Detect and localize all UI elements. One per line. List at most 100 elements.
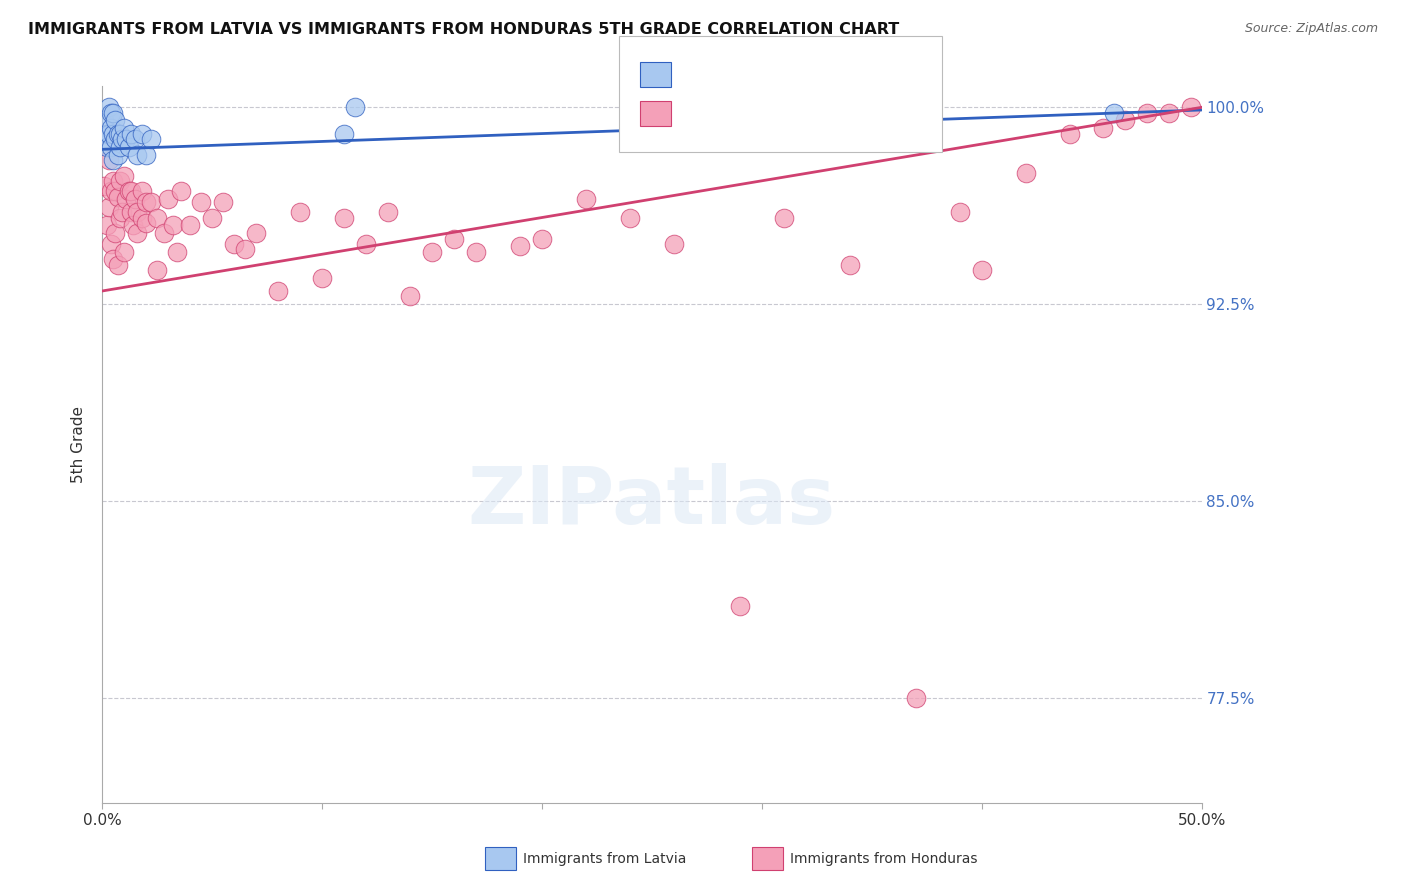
Point <box>127 227 149 241</box>
Point <box>108 174 131 188</box>
Point <box>224 236 246 251</box>
Point <box>728 599 751 613</box>
Point <box>96 139 118 153</box>
Text: Immigrants from Honduras: Immigrants from Honduras <box>790 852 977 866</box>
Point <box>108 211 131 225</box>
Text: N =: N = <box>772 104 811 122</box>
Point <box>112 169 135 183</box>
Point <box>170 184 193 198</box>
Point <box>104 184 127 198</box>
Point <box>344 100 367 114</box>
Point <box>108 139 131 153</box>
Point <box>97 153 120 167</box>
Point <box>157 192 180 206</box>
Point <box>107 147 129 161</box>
Point <box>100 121 122 136</box>
Point <box>93 179 115 194</box>
Point <box>112 121 135 136</box>
Text: 30: 30 <box>803 65 828 83</box>
Point <box>103 127 125 141</box>
Text: N =: N = <box>772 65 811 83</box>
Point <box>104 227 127 241</box>
Point <box>1015 166 1038 180</box>
Point <box>127 205 149 219</box>
Point <box>1091 121 1114 136</box>
Text: 0.434: 0.434 <box>710 65 766 83</box>
Point <box>970 263 993 277</box>
Point <box>103 252 125 267</box>
Point <box>135 194 157 209</box>
Point <box>103 174 125 188</box>
Point <box>245 227 267 241</box>
Point <box>93 113 115 128</box>
Point <box>267 284 290 298</box>
Point <box>97 100 120 114</box>
Point <box>100 184 122 198</box>
Point <box>104 132 127 146</box>
Text: 0.361: 0.361 <box>710 104 766 122</box>
Point <box>333 127 356 141</box>
Point <box>311 271 333 285</box>
Text: R =: R = <box>679 65 718 83</box>
Point <box>111 205 134 219</box>
Point <box>120 184 142 198</box>
Point <box>333 211 356 225</box>
Text: R =: R = <box>679 104 724 122</box>
Point <box>117 139 139 153</box>
Point <box>619 211 641 225</box>
Point <box>131 211 153 225</box>
Point <box>107 258 129 272</box>
Point <box>97 127 120 141</box>
Point <box>162 219 184 233</box>
Point <box>107 127 129 141</box>
Point <box>112 244 135 259</box>
Point <box>117 184 139 198</box>
Point <box>139 194 162 209</box>
Point <box>103 105 125 120</box>
Point <box>233 242 256 256</box>
Point <box>115 132 138 146</box>
Point <box>530 231 553 245</box>
Point <box>201 211 224 225</box>
Point <box>212 194 235 209</box>
Point <box>135 147 157 161</box>
Point <box>100 236 122 251</box>
Point <box>1114 113 1136 128</box>
Point <box>127 147 149 161</box>
Point <box>103 153 125 167</box>
Point <box>100 105 122 120</box>
Point <box>1136 105 1159 120</box>
Point <box>152 227 174 241</box>
Point <box>1059 127 1081 141</box>
Text: ZIPatlas: ZIPatlas <box>468 463 837 541</box>
Point <box>97 200 120 214</box>
Point <box>949 205 972 219</box>
Point <box>115 192 138 206</box>
Point <box>354 236 377 251</box>
Point <box>443 231 465 245</box>
Text: IMMIGRANTS FROM LATVIA VS IMMIGRANTS FROM HONDURAS 5TH GRADE CORRELATION CHART: IMMIGRANTS FROM LATVIA VS IMMIGRANTS FRO… <box>28 22 900 37</box>
Point <box>131 127 153 141</box>
Y-axis label: 5th Grade: 5th Grade <box>72 406 86 483</box>
Point <box>179 219 201 233</box>
Point <box>1157 105 1180 120</box>
Point <box>104 113 127 128</box>
Point <box>124 192 146 206</box>
Point <box>1102 105 1125 120</box>
Point <box>1180 100 1202 114</box>
Point <box>420 244 443 259</box>
Point <box>100 139 122 153</box>
Point <box>575 192 598 206</box>
Point <box>838 258 860 272</box>
Point <box>96 127 118 141</box>
Point <box>288 205 311 219</box>
Point <box>509 239 531 253</box>
Point <box>107 189 129 203</box>
Point <box>904 690 927 705</box>
Point <box>662 236 685 251</box>
Point <box>399 289 422 303</box>
Point <box>377 205 399 219</box>
Text: 72: 72 <box>803 104 828 122</box>
Text: Source: ZipAtlas.com: Source: ZipAtlas.com <box>1244 22 1378 36</box>
Point <box>135 216 157 230</box>
